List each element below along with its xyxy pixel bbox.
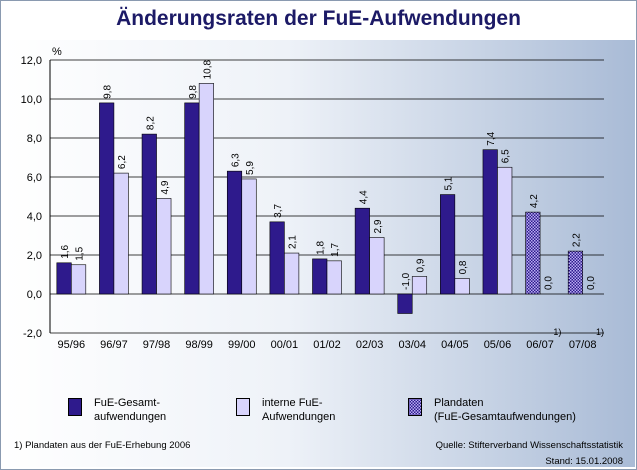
data-label: 4,9	[160, 180, 171, 194]
bar-gesamt	[354, 207, 370, 295]
x-tick-label: 00/01	[271, 339, 299, 351]
legend-intern-line1: interne FuE-	[262, 397, 323, 409]
data-label: 2,1	[288, 235, 299, 249]
x-tick-label: 05/06	[484, 339, 512, 351]
data-label: 6,5	[501, 149, 512, 163]
data-label: 0,0	[586, 276, 597, 290]
bar-gesamt	[397, 293, 413, 314]
data-label: 1,6	[60, 244, 71, 258]
bar-gesamt	[525, 211, 541, 295]
x-tick-label: 96/97	[100, 339, 128, 351]
bar-intern	[241, 178, 257, 295]
legend-swatch-gesamt	[68, 398, 82, 416]
y-tick-label: 4,0	[27, 211, 42, 223]
legend-label-gesamt: FuE-Gesamt- aufwendungen	[94, 396, 166, 424]
data-label: 0,8	[458, 260, 469, 274]
source-note: Quelle: Stifterverband Wissenschaftsstat…	[435, 440, 623, 451]
legend-swatch-intern	[236, 398, 250, 416]
y-tick-label: 6,0	[27, 172, 42, 184]
data-label: 8,2	[145, 116, 156, 130]
data-label: 3,7	[273, 204, 284, 218]
chart-title: Änderungsraten der FuE-Aufwendungen	[116, 7, 521, 30]
data-label: -1,0	[401, 272, 412, 290]
x-tick-label: 97/98	[143, 339, 171, 351]
legend-gesamt-line1: FuE-Gesamt-	[94, 397, 161, 409]
y-tick-label: 12,0	[21, 55, 42, 67]
data-label: 4,2	[529, 194, 540, 208]
data-label: 2,2	[571, 233, 582, 247]
data-label: 5,1	[444, 176, 455, 190]
x-tick-label: 06/07	[526, 339, 554, 351]
legend-label-intern: interne FuE- Aufwendungen	[262, 396, 335, 424]
bar-gesamt	[567, 250, 583, 295]
footnote: 1) Plandaten aus der FuE-Erhebung 2006	[14, 440, 191, 451]
x-tick-label: 99/00	[228, 339, 256, 351]
y-tick-label: -2,0	[23, 328, 42, 340]
bar-intern	[71, 264, 87, 295]
bar-intern	[113, 172, 129, 295]
bar-intern	[411, 276, 428, 295]
data-label: 6,2	[117, 155, 128, 169]
bar-gesamt	[440, 194, 456, 295]
data-label: 9,8	[188, 85, 199, 99]
bar-gesamt	[482, 149, 498, 295]
legend-intern-line2: Aufwendungen	[262, 411, 336, 423]
bar-intern	[156, 198, 172, 295]
bar-gesamt	[184, 102, 200, 295]
category-footnote-marker: 1)	[553, 327, 561, 337]
data-label: 1,5	[75, 246, 86, 260]
bar-intern	[454, 278, 470, 295]
data-label: 7,4	[486, 131, 497, 145]
bar-gesamt	[312, 258, 328, 295]
data-label: 0,0	[543, 276, 554, 290]
data-label: 10,8	[202, 59, 213, 79]
bar-intern	[369, 237, 385, 295]
bar-gesamt	[226, 170, 243, 295]
data-label: 4,4	[358, 190, 369, 204]
bar-gesamt	[99, 102, 115, 295]
x-tick-label: 02/03	[356, 339, 384, 351]
bar-intern	[326, 260, 342, 295]
data-label: 5,9	[245, 161, 256, 175]
category-footnote-marker: 1)	[596, 327, 604, 337]
data-label: 1,7	[330, 243, 341, 257]
x-tick-label: 04/05	[441, 339, 469, 351]
y-tick-label: 0,0	[27, 289, 42, 301]
legend-swatch-plan	[408, 398, 422, 416]
x-tick-label: 01/02	[313, 339, 341, 351]
bar-gesamt	[56, 262, 72, 295]
bar-intern	[284, 252, 300, 295]
x-tick-label: 07/08	[569, 339, 597, 351]
bar-intern	[198, 83, 214, 295]
x-tick-label: 03/04	[398, 339, 426, 351]
data-label: 9,8	[103, 85, 114, 99]
bar-intern	[497, 166, 513, 295]
x-tick-label: 95/96	[58, 339, 86, 351]
date-note: Stand: 15.01.2008	[545, 456, 623, 467]
data-label: 1,8	[316, 241, 327, 255]
data-label: 2,9	[373, 219, 384, 233]
y-tick-label: 2,0	[27, 250, 42, 262]
legend-plan-line1: Plandaten	[434, 397, 484, 409]
x-tick-label: 98/99	[185, 339, 213, 351]
bar-gesamt	[269, 221, 285, 295]
y-tick-label: 8,0	[27, 133, 42, 145]
legend-label-plan: Plandaten (FuE-Gesamtaufwendungen)	[434, 396, 576, 424]
data-label: 6,3	[231, 153, 242, 167]
y-axis-unit: %	[52, 46, 62, 58]
y-tick-label: 10,0	[21, 94, 42, 106]
legend-gesamt-line2: aufwendungen	[94, 411, 167, 423]
legend-plan-line2: (FuE-Gesamtaufwendungen)	[434, 411, 576, 423]
bar-gesamt	[141, 133, 157, 295]
data-label: 0,9	[415, 258, 426, 272]
